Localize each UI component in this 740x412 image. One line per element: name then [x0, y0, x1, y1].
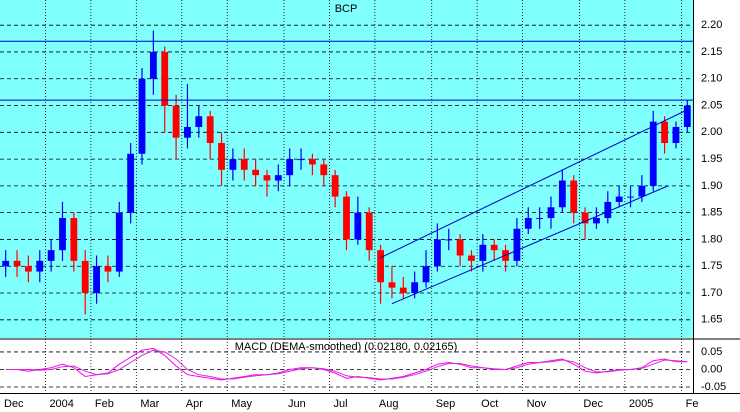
x-tick-label: Oct	[481, 398, 498, 410]
candle-body	[24, 266, 32, 272]
y-tick-label: 1.95	[701, 153, 722, 165]
x-tick-label: Apr	[186, 398, 203, 410]
candle-body	[456, 239, 464, 256]
candle-body	[524, 218, 532, 229]
y-tick-label: 2.15	[701, 46, 722, 58]
candle-body	[286, 159, 294, 176]
candle-body	[433, 239, 441, 267]
y-tick-label: 2.00	[701, 126, 722, 138]
candle-body	[149, 51, 157, 79]
candle-body	[59, 218, 66, 251]
candle-body	[297, 159, 305, 161]
candle-body	[445, 239, 453, 241]
candle-body	[558, 180, 566, 208]
y-tick-label: 1.80	[701, 233, 722, 245]
y-tick-label: 2.20	[701, 19, 722, 31]
candle-body	[81, 260, 89, 294]
candle-body	[536, 218, 544, 220]
x-tick-label: Jun	[288, 398, 306, 410]
x-tick-label: Fe	[686, 398, 699, 410]
candle-body	[229, 159, 237, 170]
chart-title: BCP	[335, 3, 358, 15]
x-tick-label: 2004	[49, 398, 73, 410]
y-tick-label: 0.00	[701, 363, 722, 375]
candle-body	[218, 143, 225, 170]
candle-body	[490, 244, 498, 251]
candle-body	[479, 244, 487, 261]
candle-body	[570, 180, 578, 213]
candle-body	[377, 250, 384, 283]
x-tick-label: Feb	[95, 398, 114, 410]
x-tick-label: Mar	[140, 398, 159, 410]
macd-line	[5, 347, 688, 381]
candle-body	[513, 228, 521, 261]
y-tick-label: 1.90	[701, 180, 722, 192]
candle-body	[70, 218, 78, 261]
candle-body	[36, 260, 44, 272]
candle-body	[13, 260, 21, 267]
candle-body	[115, 212, 123, 272]
x-tick-label: Dec	[4, 398, 24, 410]
candle-body	[206, 116, 214, 144]
candle-body	[468, 255, 475, 261]
y-tick-label: 0.05	[701, 346, 722, 358]
candle-body	[47, 250, 55, 261]
y-tick-label: 1.70	[701, 287, 722, 299]
candle-body	[263, 175, 271, 181]
candle-body	[320, 164, 328, 176]
candle-body	[184, 126, 191, 138]
candle-body	[661, 121, 669, 144]
candle-body	[161, 51, 169, 106]
candle-body	[331, 175, 339, 197]
x-tick-label: Aug	[379, 398, 399, 410]
x-tick-label: Dec	[583, 398, 603, 410]
candle-body	[411, 282, 419, 294]
y-tick-label: 2.05	[701, 99, 722, 111]
candle-body	[627, 196, 634, 198]
candle-body	[127, 153, 135, 213]
candle-body	[365, 212, 373, 251]
candle-body	[240, 159, 248, 170]
candle-body	[252, 169, 260, 176]
x-tick-label: May	[231, 398, 252, 410]
candle-body	[683, 105, 691, 127]
y-tick-label: 2.10	[701, 73, 722, 85]
candle-body	[138, 78, 146, 154]
y-tick-label: 1.65	[701, 314, 722, 326]
candle-body	[672, 126, 680, 144]
macd-title: MACD (DEMA-smoothed) (0.02180, 0.02165)	[235, 341, 458, 353]
x-tick-label: Sep	[436, 398, 456, 410]
y-tick-label: 1.75	[701, 260, 722, 272]
candle-body	[649, 121, 657, 186]
candle-body	[274, 175, 282, 181]
candle-body	[615, 196, 623, 202]
trend-line	[391, 185, 669, 305]
y-tick-label: 1.85	[701, 207, 722, 219]
candle-body	[581, 212, 589, 224]
candle-body	[104, 266, 112, 272]
candle-body	[195, 116, 203, 127]
candle-body	[354, 212, 362, 240]
candle-body	[172, 105, 180, 138]
candle-body	[604, 201, 612, 219]
candle-body	[593, 218, 600, 224]
candle-body	[422, 266, 430, 283]
price-panel	[0, 0, 693, 338]
candle-body	[93, 266, 100, 294]
trend-line	[379, 110, 686, 259]
candle-body	[388, 282, 396, 288]
candle-body	[638, 185, 646, 197]
candle-body	[343, 196, 350, 240]
x-tick-label: Nov	[527, 398, 547, 410]
candle-body	[2, 260, 10, 267]
x-tick-label: Jul	[333, 398, 347, 410]
candle-body	[399, 287, 407, 294]
candle-body	[309, 159, 316, 165]
y-tick-label: -0.05	[701, 381, 726, 393]
candle-body	[547, 207, 555, 219]
x-tick-label: 2005	[629, 398, 653, 410]
macd-line	[5, 349, 688, 380]
